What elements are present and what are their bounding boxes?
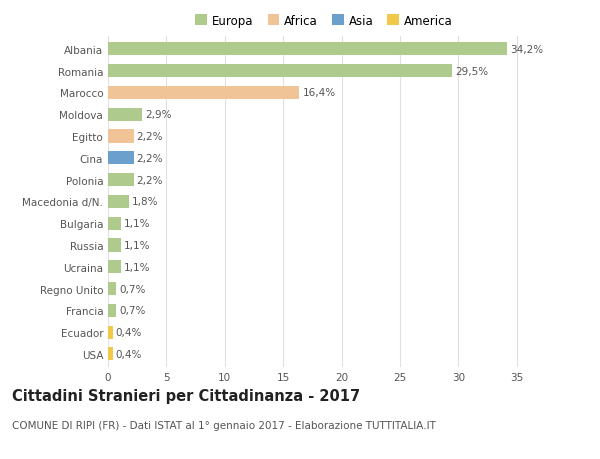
Bar <box>108 108 142 122</box>
Bar <box>108 130 134 143</box>
Text: 1,1%: 1,1% <box>124 262 150 272</box>
Text: 0,7%: 0,7% <box>119 284 145 294</box>
Bar <box>108 282 116 296</box>
Bar <box>108 196 129 208</box>
Bar <box>108 304 116 317</box>
Text: 16,4%: 16,4% <box>302 88 335 98</box>
Bar <box>108 65 452 78</box>
Text: 2,2%: 2,2% <box>137 175 163 185</box>
Bar <box>108 347 113 361</box>
Text: 0,4%: 0,4% <box>116 349 142 359</box>
Text: 1,8%: 1,8% <box>132 197 158 207</box>
Text: 0,4%: 0,4% <box>116 327 142 337</box>
Bar <box>108 239 121 252</box>
Bar <box>108 152 134 165</box>
Legend: Europa, Africa, Asia, America: Europa, Africa, Asia, America <box>196 15 452 28</box>
Text: 1,1%: 1,1% <box>124 218 150 229</box>
Bar <box>108 261 121 274</box>
Bar <box>108 326 113 339</box>
Bar <box>108 174 134 187</box>
Text: 0,7%: 0,7% <box>119 306 145 316</box>
Text: 2,2%: 2,2% <box>137 132 163 142</box>
Text: COMUNE DI RIPI (FR) - Dati ISTAT al 1° gennaio 2017 - Elaborazione TUTTITALIA.IT: COMUNE DI RIPI (FR) - Dati ISTAT al 1° g… <box>12 420 436 430</box>
Text: 2,9%: 2,9% <box>145 110 171 120</box>
Bar <box>108 43 508 56</box>
Text: 1,1%: 1,1% <box>124 241 150 251</box>
Text: 2,2%: 2,2% <box>137 153 163 163</box>
Text: 34,2%: 34,2% <box>510 45 544 55</box>
Bar <box>108 87 299 100</box>
Text: 29,5%: 29,5% <box>455 67 488 77</box>
Text: Cittadini Stranieri per Cittadinanza - 2017: Cittadini Stranieri per Cittadinanza - 2… <box>12 388 360 403</box>
Bar <box>108 217 121 230</box>
